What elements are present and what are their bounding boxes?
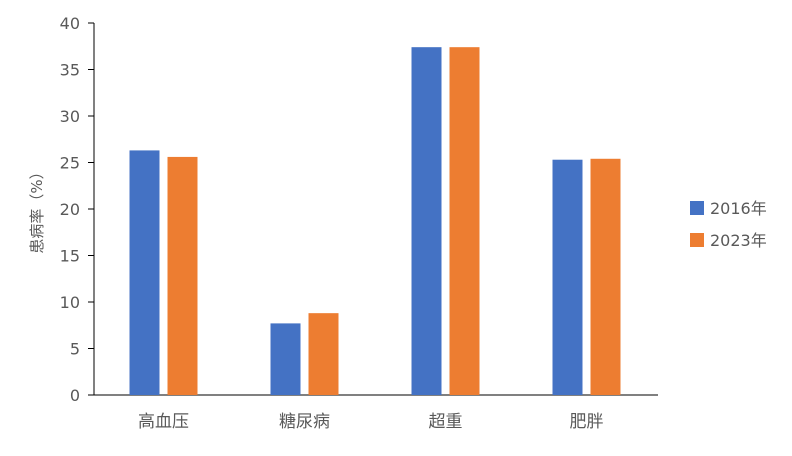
bar-series2-1 [308,313,339,395]
x-tick-label: 高血压 [138,412,189,432]
bars [129,47,621,396]
legend: 2016年 2023年 [690,199,767,250]
y-axis-title: 患病率（%） [28,164,46,253]
legend-swatch [690,233,704,247]
y-tick-label: 25 [60,154,80,173]
y-axis: 0 5 10 15 20 25 30 35 40 [60,14,95,405]
legend-swatch [690,201,704,215]
bar-series1-3 [552,159,583,395]
y-tick-label: 40 [60,14,80,33]
y-tick-label: 15 [60,247,80,266]
x-tick-label: 糖尿病 [279,412,330,432]
x-tick-label: 超重 [429,412,463,432]
legend-label: 2023年 [710,231,767,250]
legend-label: 2016年 [710,199,767,218]
y-tick-label: 10 [60,293,80,312]
bar-series2-3 [590,158,621,395]
bar-series2-2 [449,47,480,396]
bar-series1-0 [129,150,160,395]
y-tick-label: 20 [60,200,80,219]
y-tick-label: 0 [70,386,80,405]
bar-series1-1 [270,323,301,395]
y-tick-label: 35 [60,61,80,80]
x-axis: 高血压 糖尿病 超重 肥胖 [94,394,658,432]
bar-series2-0 [167,156,198,395]
x-tick-label: 肥胖 [570,412,604,432]
y-tick-label: 30 [60,107,80,126]
bar-series1-2 [411,47,442,396]
y-tick-label: 5 [70,340,80,359]
